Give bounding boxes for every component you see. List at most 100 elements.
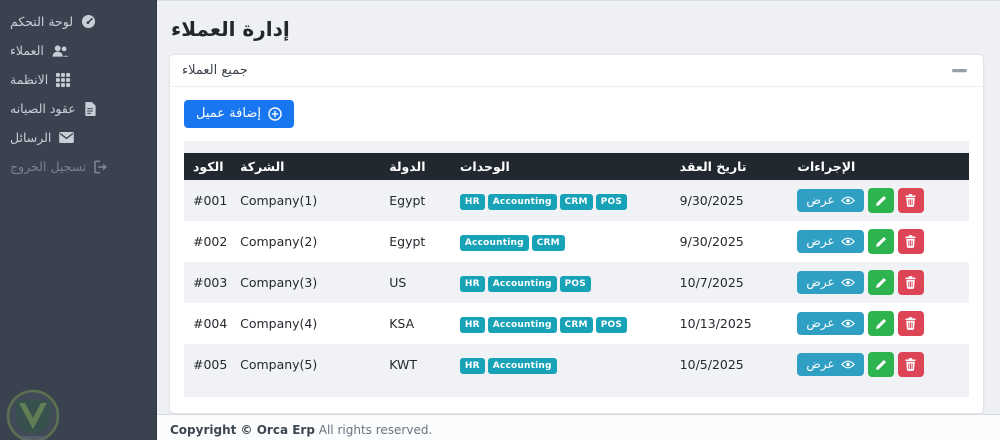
- cell-company: Company(2): [240, 234, 318, 249]
- module-badge: HR: [459, 193, 485, 210]
- cell-modules: HR Accounting CRM POS: [451, 303, 671, 344]
- sidebar-item-2[interactable]: الانظمة: [0, 65, 156, 94]
- footer: Copyright © Orca Erp All rights reserved…: [157, 414, 1000, 440]
- main-area: إدارة العملاء جميع العملاء إضافة عميل: [157, 0, 1000, 440]
- table-header-row: الكود الشركة الدولة الوحدات تاريخ العقد الإجر…: [184, 153, 969, 180]
- card-header: جميع العملاء: [170, 55, 983, 87]
- content: إدارة العملاء جميع العملاء إضافة عميل: [157, 1, 1000, 414]
- table-row: #005 Company(5) KWT HR Accounting 10/5/2025 عر…: [184, 344, 969, 385]
- column-header-4: تاريخ العقد: [670, 153, 789, 180]
- eye-icon: [840, 237, 855, 246]
- eye-icon: [840, 360, 855, 369]
- sidebar-item-1[interactable]: العملاء: [0, 36, 156, 65]
- sidebar-item-3[interactable]: عقود الصيانه: [0, 94, 156, 123]
- eye-icon: [840, 278, 855, 287]
- sidebar-item-4[interactable]: الرسائل: [0, 123, 156, 152]
- module-badge: Accounting: [459, 234, 529, 251]
- delete-button[interactable]: [897, 352, 924, 377]
- edit-button[interactable]: [867, 188, 894, 213]
- sidebar-item-label: عقود الصيانه: [10, 101, 76, 116]
- customers-table: الكود الشركة الدولة الوحدات تاريخ العقد الإجر…: [184, 153, 969, 385]
- cell-code: #001: [193, 193, 228, 208]
- table-row: #002 Company(2) Egypt Accounting CRM 9/30/202…: [184, 221, 969, 262]
- cell-company: Company(3): [240, 275, 318, 290]
- delete-button[interactable]: [897, 270, 924, 295]
- cell-contract-date: 9/30/2025: [679, 193, 744, 208]
- sidebar: لوحة التحكم العملاء الانظمة عقود الصيانه الر…: [0, 0, 157, 440]
- delete-button[interactable]: [897, 188, 924, 213]
- cell-contract-date: 10/7/2025: [679, 275, 744, 290]
- module-badge: CRM: [531, 234, 565, 251]
- cell-actions: عرض: [788, 180, 969, 221]
- cell-modules: HR Accounting POS: [451, 262, 671, 303]
- column-header-3: الوحدات: [450, 153, 671, 180]
- cell-actions: عرض: [788, 262, 969, 303]
- cell-modules: HR Accounting CRM POS: [451, 180, 671, 221]
- table-row: #004 Company(4) KSA HR Accounting CRM POS 10/13…: [184, 303, 969, 344]
- edit-button[interactable]: [867, 352, 894, 377]
- plus-circle-icon: [268, 106, 282, 121]
- sidebar-item-0[interactable]: لوحة التحكم: [0, 7, 156, 36]
- cell-country: US: [389, 275, 407, 290]
- module-badge: Accounting: [487, 193, 557, 210]
- card-title: جميع العملاء: [182, 63, 248, 78]
- eye-icon: [840, 319, 855, 328]
- sidebar-item-label: الانظمة: [10, 72, 49, 87]
- view-button[interactable]: عرض: [797, 353, 864, 376]
- edit-button[interactable]: [867, 270, 894, 295]
- envelope-icon: [59, 132, 75, 143]
- column-header-1: الشركة: [231, 153, 381, 180]
- cell-code: #005: [193, 357, 228, 372]
- view-button[interactable]: عرض: [797, 189, 864, 212]
- view-button-label: عرض: [806, 234, 835, 248]
- cell-contract-date: 9/30/2025: [679, 234, 744, 249]
- trash-icon: [905, 194, 916, 207]
- view-button-label: عرض: [806, 357, 835, 371]
- add-customer-label: إضافة عميل: [196, 106, 261, 121]
- eye-icon: [840, 196, 855, 205]
- cell-company: Company(5): [240, 357, 318, 372]
- pencil-icon: [875, 277, 887, 289]
- collapse-card-button[interactable]: [948, 66, 971, 76]
- module-badge: CRM: [559, 316, 593, 333]
- cell-country: KWT: [389, 357, 417, 372]
- minus-icon: [952, 68, 967, 72]
- module-badge: HR: [459, 316, 485, 333]
- delete-button[interactable]: [897, 311, 924, 336]
- table-row: #003 Company(3) US HR Accounting POS 10/7/2025…: [184, 262, 969, 303]
- view-button-label: عرض: [806, 193, 835, 207]
- sidebar-item-label: تسجيل الخروج: [10, 159, 87, 174]
- module-badge: Accounting: [487, 275, 557, 292]
- cell-country: Egypt: [389, 193, 426, 208]
- column-header-0: الكود: [184, 153, 232, 180]
- cell-modules: Accounting CRM: [451, 221, 671, 262]
- edit-button[interactable]: [867, 229, 894, 254]
- module-badge: Accounting: [487, 316, 557, 333]
- cell-actions: عرض: [788, 303, 969, 344]
- top-strip: [157, 0, 1000, 1]
- trash-icon: [905, 235, 916, 248]
- edit-button[interactable]: [867, 311, 894, 336]
- footer-copyright-brand: Copyright © Orca Erp: [170, 423, 315, 437]
- cell-actions: عرض: [788, 221, 969, 262]
- trash-icon: [905, 317, 916, 330]
- module-badge: POS: [595, 316, 628, 333]
- cell-actions: عرض: [788, 344, 969, 385]
- delete-button[interactable]: [897, 229, 924, 254]
- orca-logo-watermark-icon: [6, 389, 60, 440]
- logout-icon: [94, 160, 109, 174]
- file-icon: [84, 101, 96, 116]
- view-button[interactable]: عرض: [797, 271, 864, 294]
- view-button[interactable]: عرض: [797, 230, 864, 253]
- add-customer-button[interactable]: إضافة عميل: [184, 100, 294, 128]
- table-row: #001 Company(1) Egypt HR Accounting CRM POS 9/3…: [184, 180, 969, 221]
- page-title: إدارة العملاء: [171, 17, 290, 41]
- column-header-5: الإجراءات: [788, 153, 969, 180]
- sidebar-item-5[interactable]: تسجيل الخروج: [0, 152, 156, 181]
- footer-copyright-text: All rights reserved.: [318, 423, 433, 437]
- module-badge: POS: [559, 275, 591, 292]
- view-button[interactable]: عرض: [797, 312, 864, 335]
- cell-modules: HR Accounting: [451, 344, 671, 385]
- pencil-icon: [875, 195, 887, 207]
- users-icon: [52, 44, 69, 58]
